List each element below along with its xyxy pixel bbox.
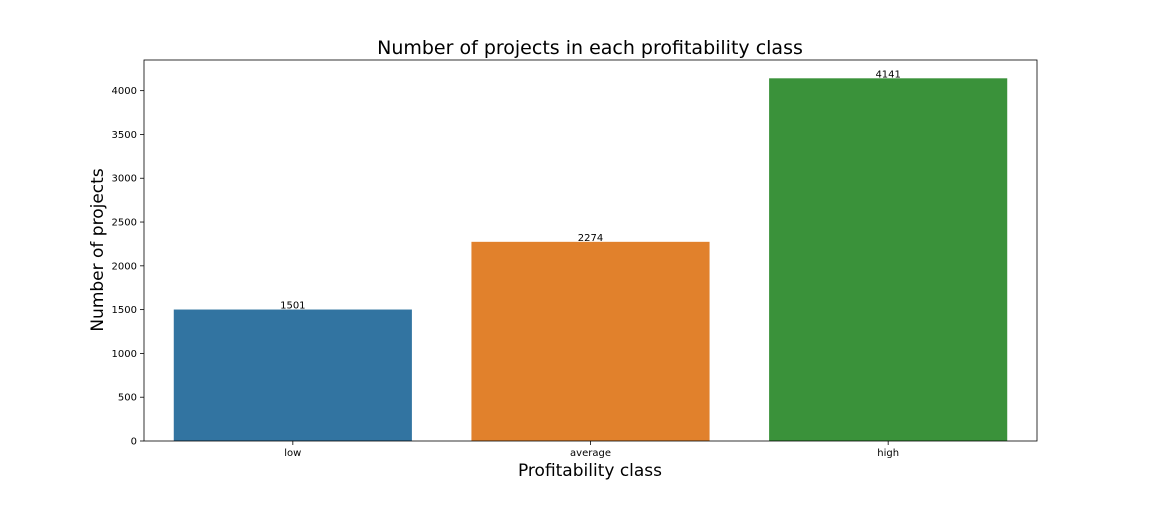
y-axis-ticks: 0 500 1000 1500 2000 2500 3000 3500 4000 [112,86,144,448]
y-tick-label-3500: 3500 [112,130,137,141]
chart-title: Number of projects in each profitability… [377,37,803,59]
bar-value-label-high: 4141 [875,69,900,80]
x-axis-ticks: low average high [284,441,899,459]
bar-low [173,309,412,441]
plot-area: 1501 2274 4141 0 500 1000 1500 2000 2500 3000 350… [112,59,1038,459]
y-tick-label-2500: 2500 [112,218,137,229]
y-axis-label: Number of projects [88,168,108,331]
x-axis-label: Profitability class [518,461,662,481]
bar-value-label-average: 2274 [578,233,603,244]
bar-high [769,78,1008,442]
y-tick-label-2000: 2000 [112,261,137,272]
bar-average [471,241,710,441]
bar-value-labels: 1501 2274 4141 [280,69,901,311]
x-tick-label-low: low [284,448,301,459]
x-tick-label-high: high [877,448,899,459]
bar-value-label-low: 1501 [280,301,305,312]
x-tick-label-average: average [570,448,611,459]
y-tick-label-3000: 3000 [112,174,137,185]
bars [173,78,1008,442]
y-tick-label-500: 500 [118,393,137,404]
y-tick-label-0: 0 [131,437,137,448]
plot-frame [143,59,1038,442]
y-tick-label-4000: 4000 [112,86,137,97]
y-tick-label-1500: 1500 [112,305,137,316]
y-tick-label-1000: 1000 [112,349,137,360]
